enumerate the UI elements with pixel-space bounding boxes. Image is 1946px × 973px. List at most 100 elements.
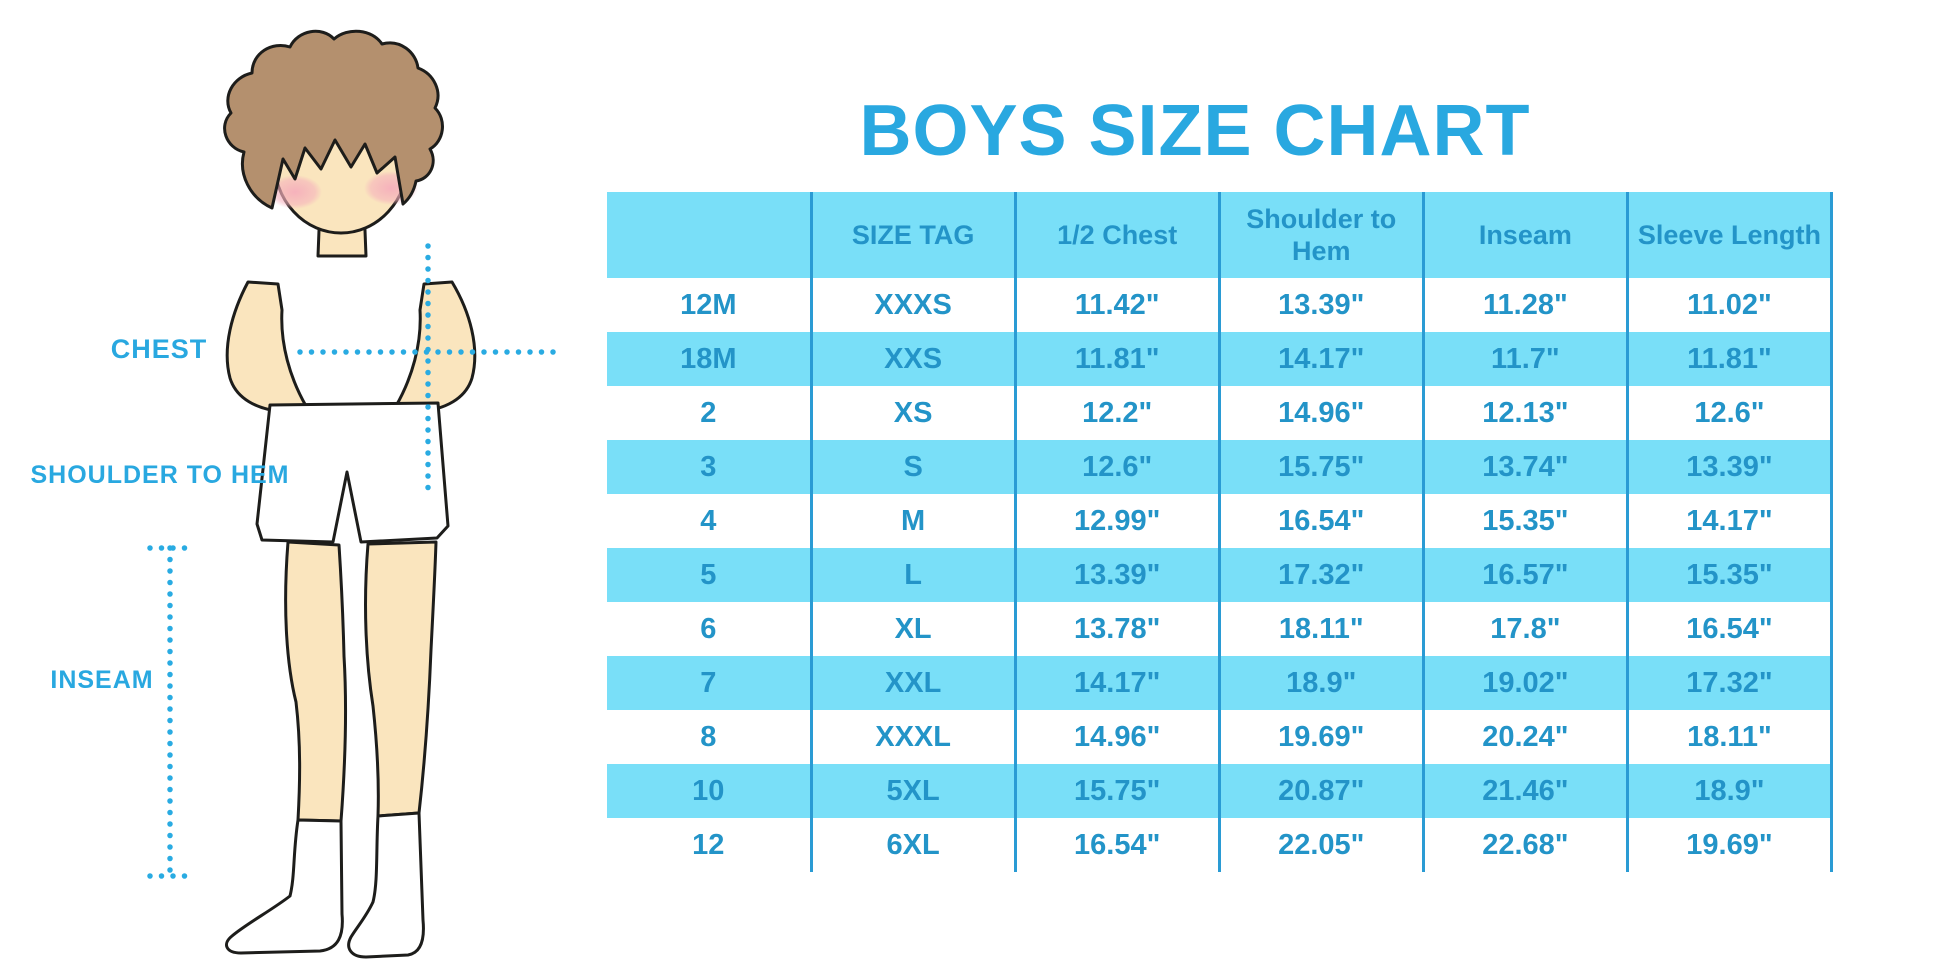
- table-row: 18M XXS 11.81" 14.17" 11.7" 11.81": [607, 332, 1834, 386]
- table-cell: 16.54": [1013, 818, 1220, 872]
- table-cell: 18.9": [1217, 656, 1424, 710]
- table-row: 6 XL 13.78" 18.11" 17.8" 16.54": [607, 602, 1834, 656]
- boy-figure-svg: [147, 29, 565, 959]
- inseam-label: INSEAM: [50, 666, 154, 694]
- table-cell: 6: [700, 612, 717, 645]
- table-cell: 11.02": [1625, 278, 1834, 332]
- table-row: 2 XS 12.2" 14.96" 12.13" 12.6": [607, 386, 1834, 440]
- table-cell: 5XL: [809, 764, 1016, 818]
- table-cell: XS: [809, 386, 1016, 440]
- table-cell: 19.02": [1421, 656, 1628, 710]
- table-row: 3 S 12.6" 15.75" 13.74" 13.39": [607, 440, 1834, 494]
- table-cell: 18M: [607, 332, 812, 386]
- table-cell: 18.11": [1217, 602, 1424, 656]
- table-cell: 10: [607, 764, 812, 818]
- table-cell: 14.17": [1625, 494, 1834, 548]
- table-header-row: SIZE TAG 1/2 Chest Shoulder to Hem Inseam Sl…: [607, 192, 1834, 278]
- table-cell: 6XL: [809, 818, 1016, 872]
- column-header-1: SIZE TAG: [809, 192, 1016, 278]
- measurement-lines: [147, 243, 565, 879]
- table-cell: 16.54": [1217, 494, 1424, 548]
- table-cell: 22.68": [1421, 818, 1628, 872]
- table-row: 5 L 13.39" 17.32" 16.57" 15.35": [607, 548, 1834, 602]
- column-header-0: [607, 192, 812, 278]
- boy-measurement-illustration: CHEST SHOULDER TO HEM INSEAM: [0, 0, 600, 973]
- table-cell: 22.05": [1217, 818, 1424, 872]
- table-row: 10 5XL 15.75" 20.87" 21.46" 18.9": [607, 764, 1834, 818]
- table-cell: 13.39": [1625, 440, 1834, 494]
- table-body: 12M XXXS 11.42" 13.39" 11.28" 11.02" 18M XXS 11.…: [607, 278, 1834, 872]
- table-cell: 17.32": [1217, 548, 1424, 602]
- table-cell: M: [809, 494, 1016, 548]
- table-cell: 4: [700, 504, 717, 537]
- table-row: 4 M 12.99" 16.54" 15.35" 14.17": [607, 494, 1834, 548]
- table-cell: 12.2": [1013, 386, 1220, 440]
- table-cell: 11.81": [1013, 332, 1220, 386]
- table-cell: XXS: [809, 332, 1016, 386]
- table-cell: 11.81": [1625, 332, 1834, 386]
- table-head: SIZE TAG 1/2 Chest Shoulder to Hem Inseam Sl…: [607, 192, 1834, 278]
- table-cell: 13.39": [1217, 278, 1424, 332]
- table-cell: 7: [607, 656, 812, 710]
- table-row: 8 XXXL 14.96" 19.69" 20.24" 18.11": [607, 710, 1834, 764]
- column-header-2: 1/2 Chest: [1013, 192, 1220, 278]
- table-cell: 19.69": [1625, 818, 1834, 872]
- table-cell: 21.46": [1421, 764, 1628, 818]
- table-cell: 2: [700, 396, 717, 429]
- table-cell: 11.7": [1421, 332, 1628, 386]
- hair: [223, 29, 444, 210]
- table-cell: 13.39": [1013, 548, 1220, 602]
- table-cell: 12.99": [1013, 494, 1220, 548]
- right-leg: [364, 540, 438, 818]
- table-cell: 15.35": [1421, 494, 1628, 548]
- table-cell: 14.17": [1217, 332, 1424, 386]
- table-cell: 18.11": [1625, 710, 1834, 764]
- table-cell: 17.32": [1625, 656, 1834, 710]
- table-cell: 13.78": [1013, 602, 1220, 656]
- shoulder-to-hem-label: SHOULDER TO HEM: [30, 461, 290, 489]
- table-row: 12M XXXS 11.42" 13.39" 11.28" 11.02": [607, 278, 1834, 332]
- page-title: BOYS SIZE CHART: [859, 91, 1531, 172]
- table-cell: 20.87": [1217, 764, 1424, 818]
- table-cell: 15.75": [1013, 764, 1220, 818]
- table-cell: 16.54": [1625, 602, 1834, 656]
- table-cell: 12M: [680, 288, 737, 321]
- table-row: 7 XXL 14.17" 18.9" 19.02" 17.32": [607, 656, 1834, 710]
- right-sock: [347, 811, 425, 959]
- table-row: 12 6XL 16.54" 22.05" 22.68" 19.69": [607, 818, 1834, 872]
- table-cell: 12.6": [1013, 440, 1220, 494]
- table-cell: 18.9": [1625, 764, 1834, 818]
- table-cell: XXXS: [809, 278, 1016, 332]
- left-arm: [225, 280, 308, 414]
- table-cell: 20.24": [1421, 710, 1628, 764]
- chest-label: CHEST: [110, 334, 208, 364]
- table-cell: XXL: [809, 656, 1016, 710]
- column-header-3: Shoulder to Hem: [1217, 192, 1424, 278]
- table-cell: 12.6": [1625, 386, 1834, 440]
- table-cell: 11.28": [1421, 278, 1628, 332]
- right-arm: [394, 280, 477, 414]
- table-cell: 17.8": [1421, 602, 1628, 656]
- table-cell: XXXL: [809, 710, 1016, 764]
- table-cell: 15.75": [1217, 440, 1424, 494]
- boys-size-table: SIZE TAG 1/2 Chest Shoulder to Hem Inseam Sl…: [607, 192, 1834, 872]
- left-leg: [284, 540, 347, 823]
- table-cell: 3: [607, 440, 812, 494]
- table-cell: 16.57": [1421, 548, 1628, 602]
- table-cell: S: [809, 440, 1016, 494]
- table-cell: 14.96": [1217, 386, 1424, 440]
- table-cell: 12: [692, 828, 725, 861]
- shorts: [255, 401, 450, 544]
- table-cell: 14.17": [1013, 656, 1220, 710]
- table-cell: 5: [607, 548, 812, 602]
- column-header-5: Sleeve Length: [1625, 192, 1834, 278]
- table-cell: XL: [809, 602, 1016, 656]
- table-cell: 11.42": [1013, 278, 1220, 332]
- table-cell: 8: [700, 720, 717, 753]
- blush-left: [268, 175, 322, 209]
- table-cell: 15.35": [1625, 548, 1834, 602]
- table-cell: 14.96": [1013, 710, 1220, 764]
- table-cell: L: [809, 548, 1016, 602]
- table-cell: 12.13": [1421, 386, 1628, 440]
- left-sock: [225, 818, 344, 955]
